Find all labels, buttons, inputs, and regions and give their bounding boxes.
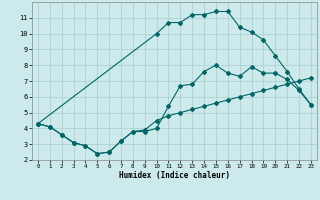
X-axis label: Humidex (Indice chaleur): Humidex (Indice chaleur)	[119, 171, 230, 180]
